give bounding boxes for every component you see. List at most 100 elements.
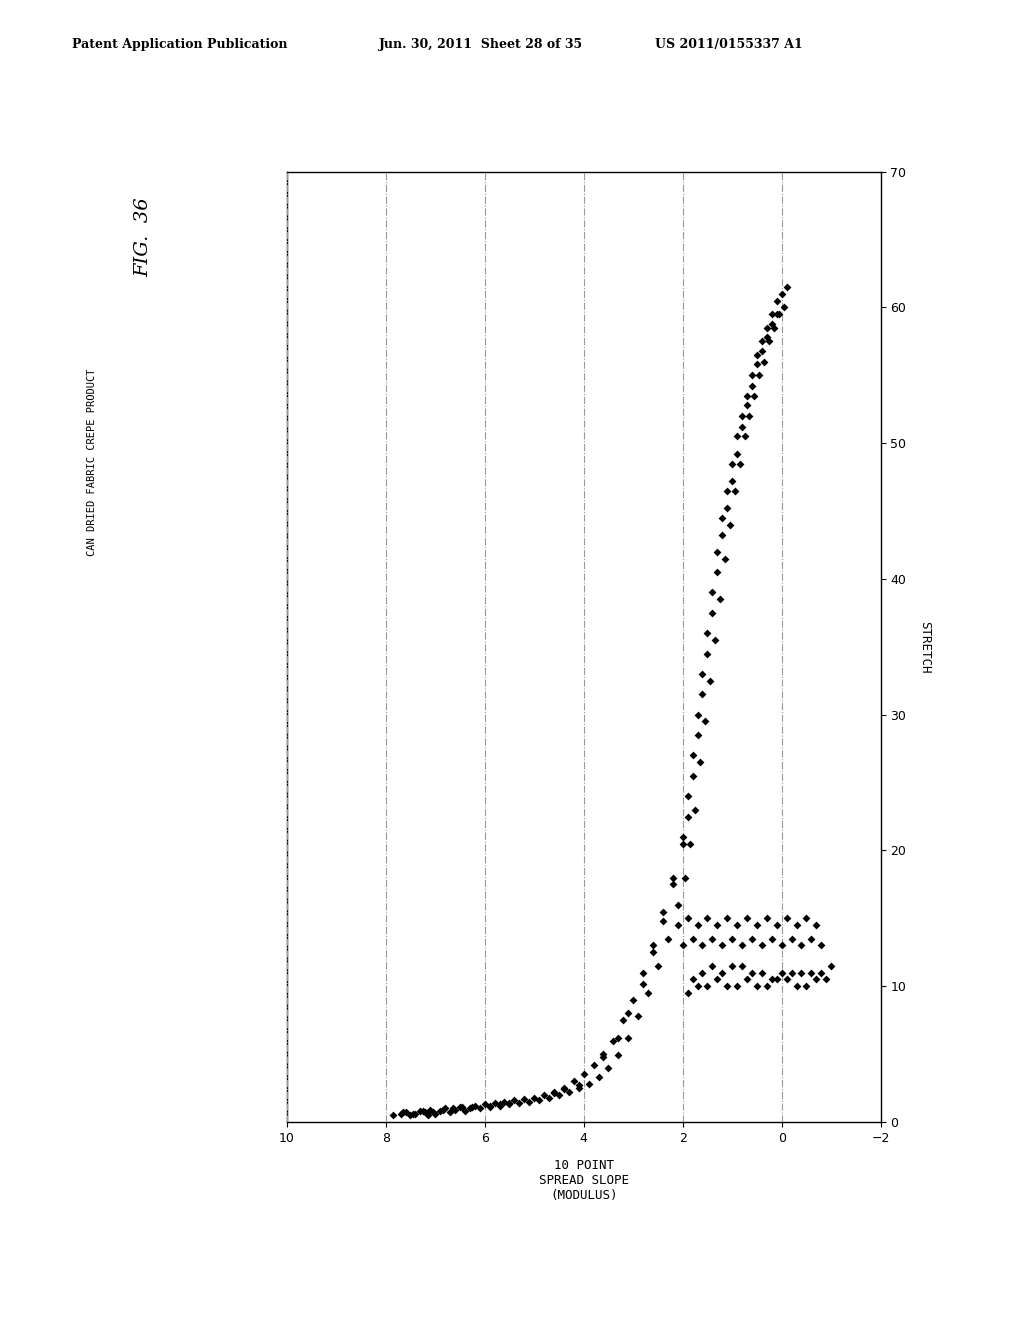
Point (749, 915, 765, 936)
Point (768, 915, 784, 936)
Point (402, 1105, 419, 1126)
Point (808, 969, 824, 990)
Point (778, 276, 795, 297)
Point (705, 582, 721, 603)
Point (739, 908, 756, 929)
Point (694, 684, 711, 705)
Point (759, 975, 775, 997)
Point (714, 935, 730, 956)
Point (705, 602, 721, 623)
Point (615, 1010, 632, 1031)
Point (764, 928, 780, 949)
Point (746, 385, 763, 407)
Point (734, 935, 751, 956)
Point (486, 1093, 503, 1114)
Point (729, 444, 745, 465)
Point (397, 1102, 414, 1123)
Point (581, 1073, 597, 1094)
Point (680, 908, 696, 929)
Point (724, 956, 740, 977)
Point (471, 1098, 488, 1119)
Point (743, 928, 760, 949)
Point (670, 915, 686, 936)
Point (595, 1044, 611, 1065)
Point (392, 1104, 409, 1125)
Point (422, 1100, 438, 1121)
Point (813, 935, 829, 956)
Point (610, 1045, 627, 1067)
Point (778, 969, 795, 990)
Point (709, 561, 725, 582)
Point (665, 867, 681, 888)
Point (675, 833, 691, 854)
Point (684, 969, 700, 990)
Point (707, 630, 723, 651)
Point (625, 989, 641, 1010)
Point (818, 969, 835, 990)
Point (813, 962, 829, 983)
Point (803, 928, 819, 949)
Point (452, 1097, 468, 1118)
Point (546, 1081, 562, 1102)
Point (731, 453, 748, 474)
Point (546, 1082, 562, 1104)
Point (743, 376, 760, 397)
Point (670, 894, 686, 915)
Point (446, 1100, 463, 1121)
Point (502, 1093, 517, 1114)
Point (696, 711, 713, 733)
Point (684, 744, 700, 766)
Point (385, 1105, 401, 1126)
Point (675, 826, 691, 847)
Point (654, 911, 671, 932)
Point (722, 513, 738, 535)
Point (556, 1077, 572, 1098)
Point (680, 807, 696, 828)
Point (457, 1101, 473, 1122)
Point (714, 507, 730, 528)
Point (444, 1098, 461, 1119)
Point (719, 480, 735, 502)
Point (768, 969, 784, 990)
Point (759, 326, 775, 347)
Point (610, 1027, 627, 1048)
Point (705, 928, 721, 949)
Point (408, 1104, 424, 1125)
Point (759, 317, 775, 338)
Point (724, 928, 740, 949)
Point (530, 1090, 547, 1111)
Point (719, 975, 735, 997)
Point (783, 962, 800, 983)
Point (768, 290, 784, 312)
Point (497, 1092, 513, 1113)
Point (551, 1084, 567, 1105)
Point (561, 1081, 578, 1102)
Point (586, 1055, 602, 1076)
Point (565, 1071, 582, 1092)
Point (432, 1101, 449, 1122)
Point (709, 541, 725, 562)
Point (635, 973, 651, 994)
Point (680, 982, 696, 1003)
Point (654, 902, 671, 923)
Point (680, 785, 696, 807)
Point (699, 908, 716, 929)
Point (620, 1003, 636, 1024)
Point (764, 304, 780, 325)
Point (754, 962, 770, 983)
Point (794, 935, 810, 956)
Point (754, 331, 770, 352)
Point (481, 1096, 498, 1117)
Point (734, 956, 751, 977)
Point (701, 671, 718, 692)
Point (754, 935, 770, 956)
Point (712, 589, 728, 610)
Point (709, 915, 725, 936)
Point (556, 1078, 572, 1100)
Point (415, 1101, 431, 1122)
Point (734, 416, 751, 437)
Point (689, 975, 706, 997)
Point (764, 313, 780, 334)
Point (709, 969, 725, 990)
Point (492, 1096, 508, 1117)
